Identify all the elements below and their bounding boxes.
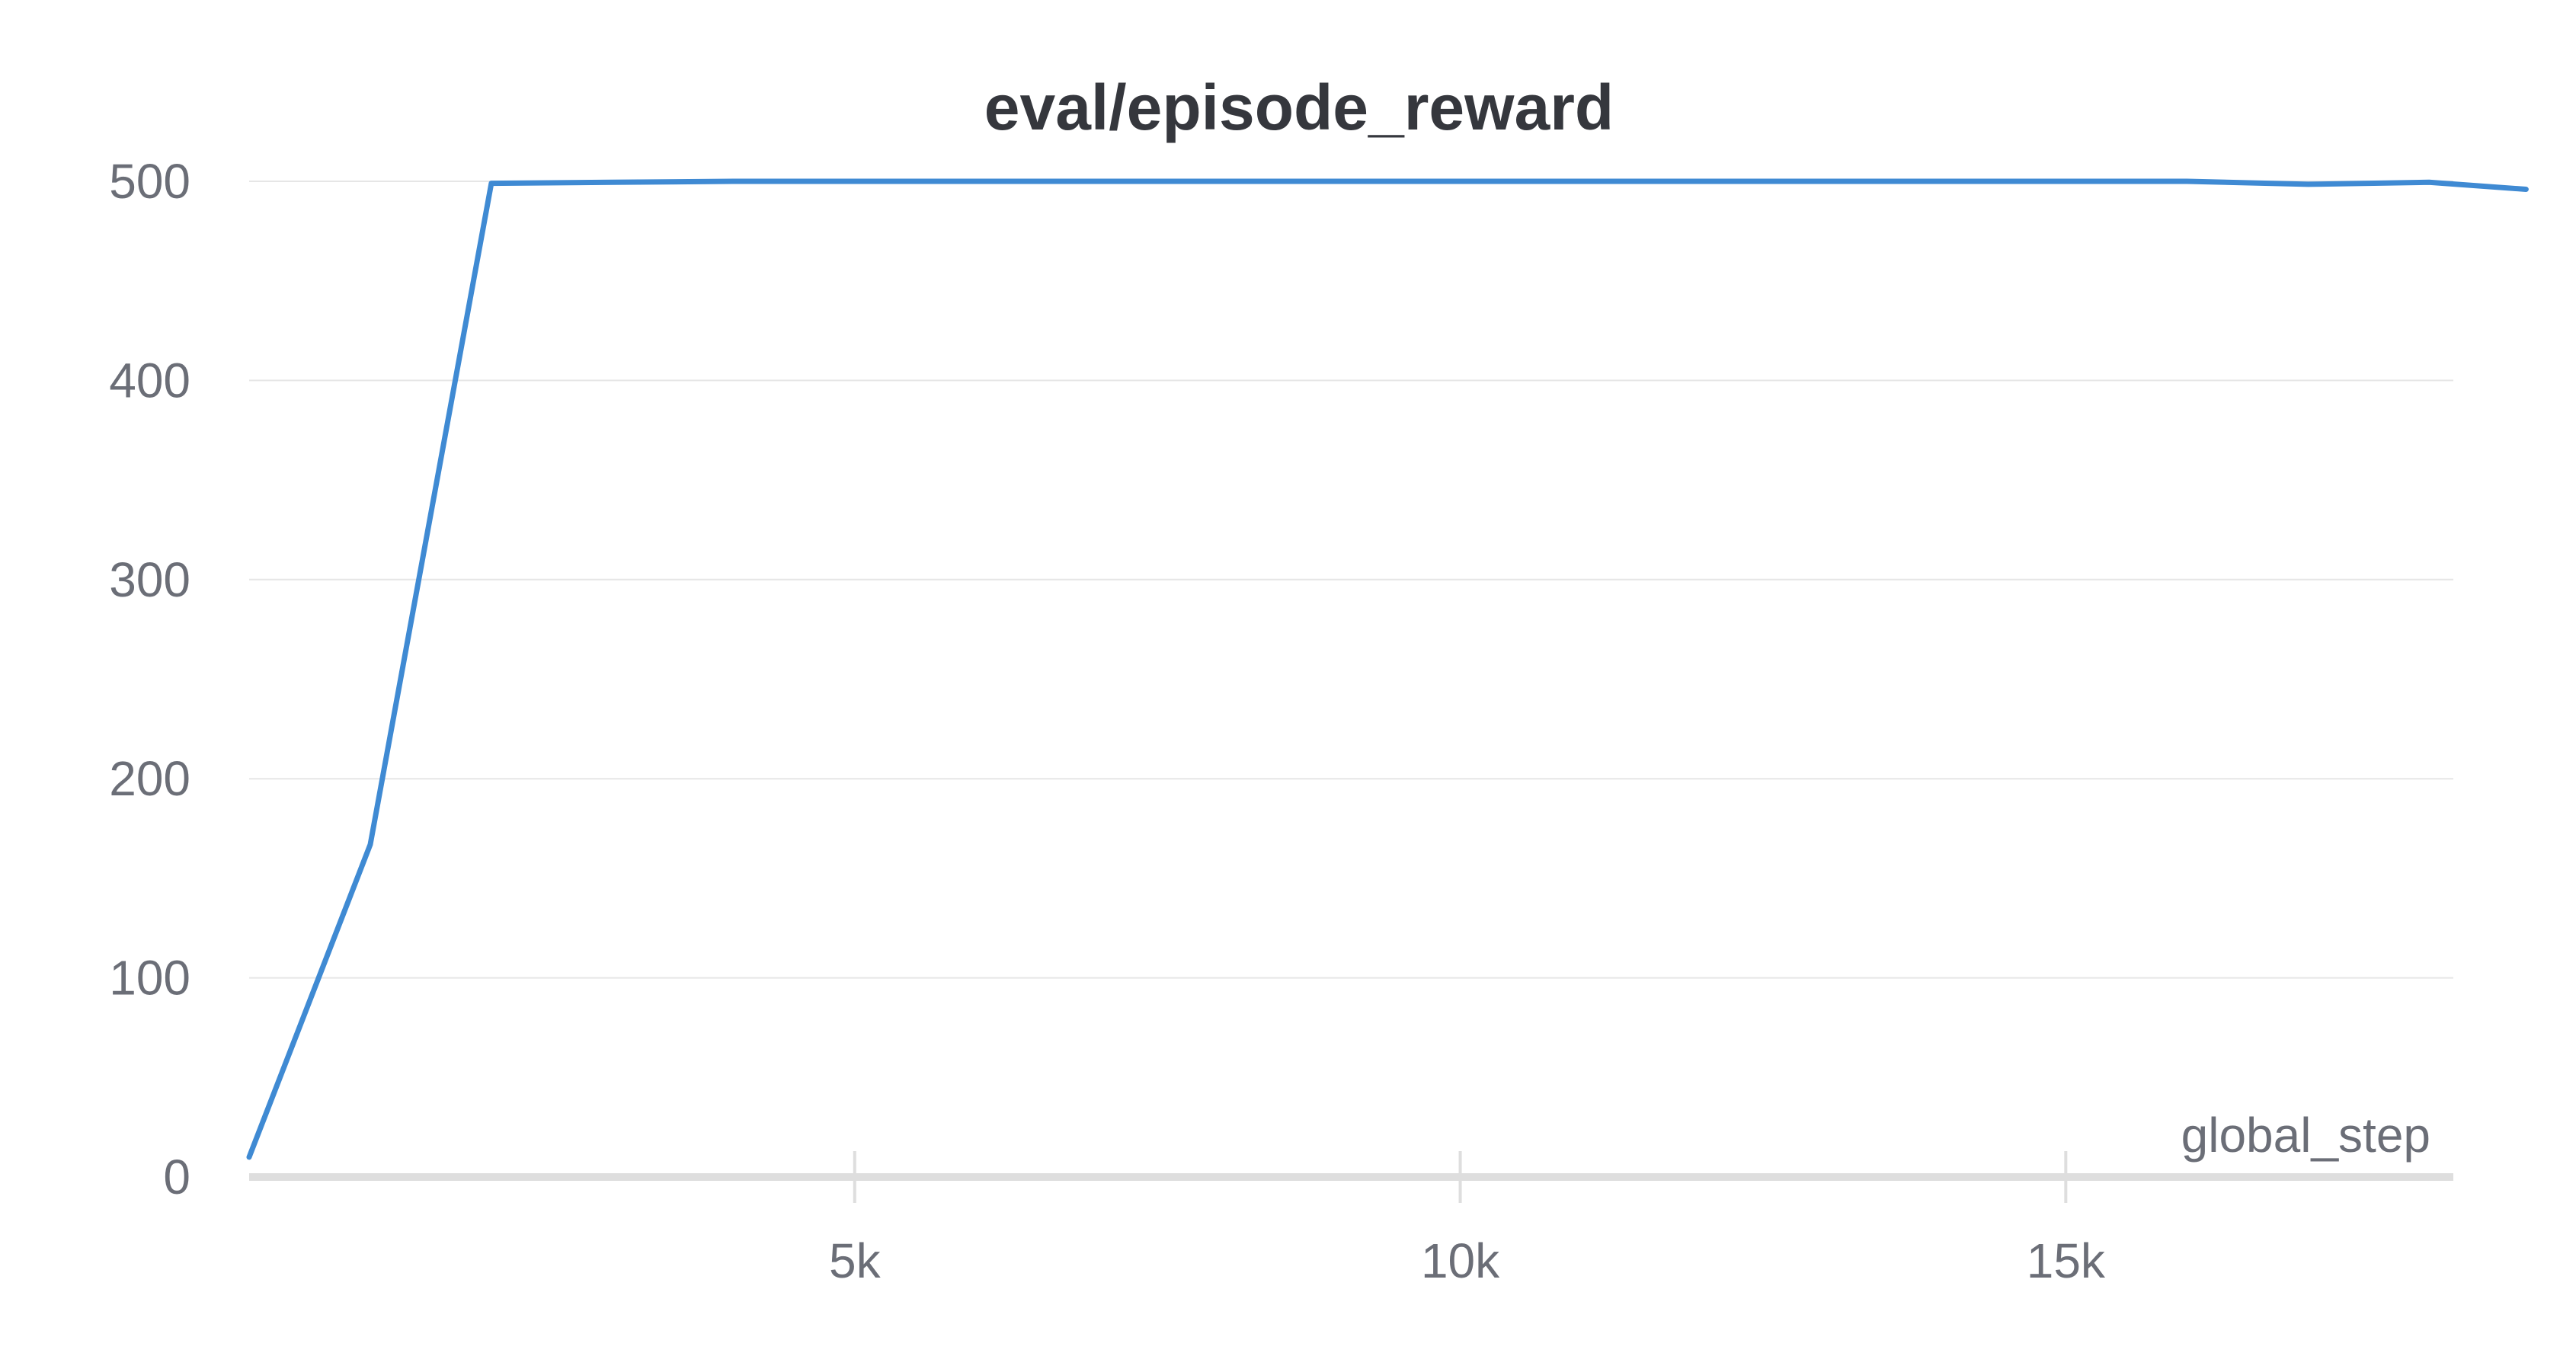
x-tick-label-10k: 10k <box>1421 1233 1500 1288</box>
y-tick-label-400: 400 <box>109 353 190 408</box>
y-tick-label-300: 300 <box>109 552 190 607</box>
y-tick-label-0: 0 <box>163 1150 190 1204</box>
x-tick-label-5k: 5k <box>829 1233 882 1288</box>
series-group <box>246 178 2529 1160</box>
y-axis-ticks: 0 100 200 300 400 500 <box>109 154 190 1204</box>
x-axis: 5k 10k 15k <box>249 1151 2453 1288</box>
grid-lines <box>249 181 2453 979</box>
y-tick-label-200: 200 <box>109 751 190 806</box>
series-line-0 <box>246 178 2529 1160</box>
chart-title: eval/episode_reward <box>984 72 1614 143</box>
y-tick-label-100: 100 <box>109 951 190 1006</box>
x-axis-label: global_step <box>2181 1108 2430 1163</box>
y-tick-label-500: 500 <box>109 154 190 209</box>
x-tick-label-15k: 15k <box>2027 1233 2106 1288</box>
